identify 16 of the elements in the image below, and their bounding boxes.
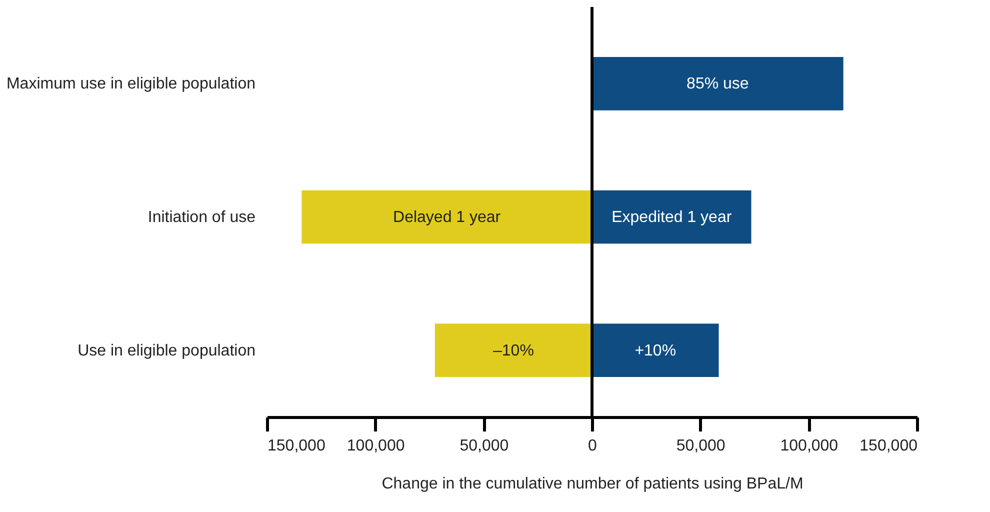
y-tick-label: Initiation of use: [148, 209, 256, 226]
x-tick-label: 150,000: [860, 438, 918, 454]
annotation: Delayed 1 year: [393, 209, 502, 226]
x-tick-label: 100,000: [346, 438, 405, 454]
y-tick-label: Use in eligible population: [78, 342, 256, 360]
annotation: Expedited 1 year: [612, 209, 732, 226]
y-tick-label: Maximum use in eligible population: [6, 76, 256, 93]
annotation: 85% use: [686, 76, 749, 93]
x-tick-label: 150,000: [268, 438, 326, 454]
x-tick-label: 0: [588, 438, 598, 454]
x-axis-title: Change in the cumulative number of patients using BPaL/M: [382, 476, 804, 492]
x-tick-label: 50,000: [676, 438, 726, 454]
annotation: +10%: [634, 342, 676, 360]
x-tick-label: 100,000: [780, 438, 838, 454]
annotation: –10%: [492, 342, 534, 360]
x-tick-label: 50,000: [460, 438, 509, 454]
